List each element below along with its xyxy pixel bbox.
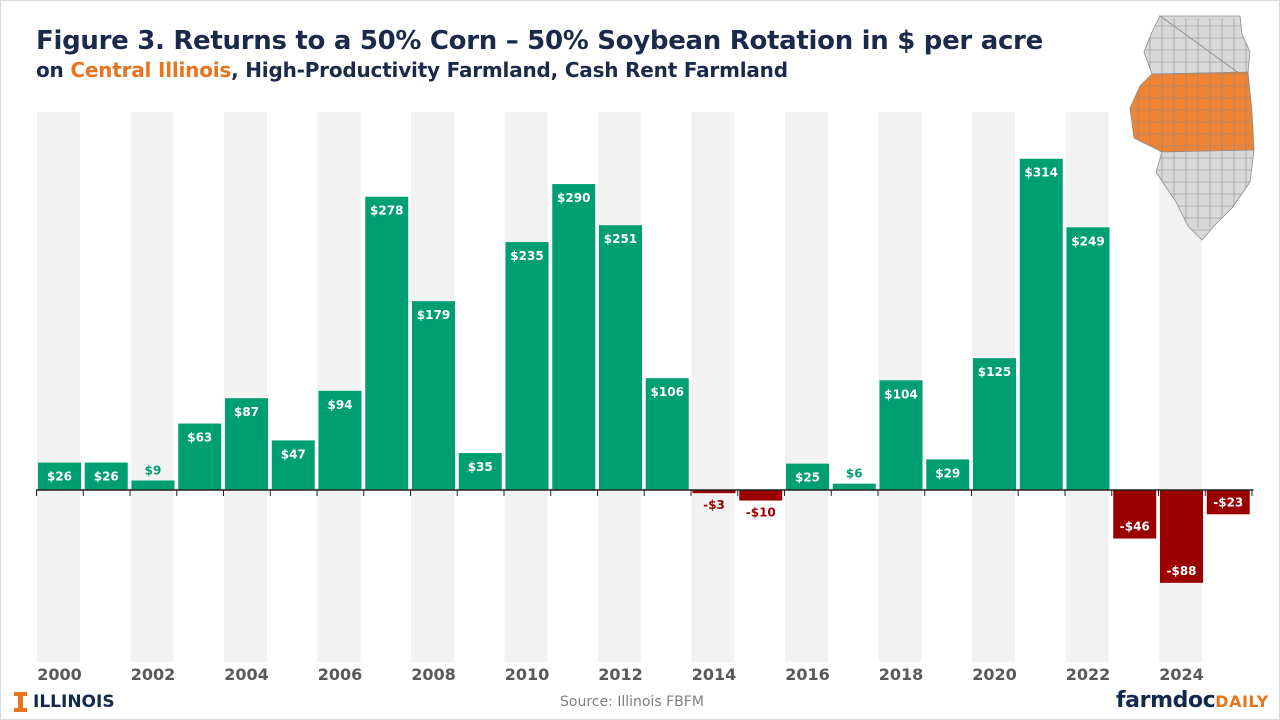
illinois-logo-text: ILLINOIS — [33, 692, 115, 712]
data-label-2011: $290 — [557, 191, 590, 205]
chart-subtitle: on Central Illinois, High-Productivity F… — [36, 58, 788, 82]
data-label-2018: $104 — [884, 387, 917, 401]
data-label-2006: $94 — [327, 398, 352, 412]
bar-2021 — [1019, 158, 1063, 491]
x-tick-label-2016: 2016 — [785, 665, 830, 684]
brand-accent: DAILY — [1215, 692, 1269, 711]
bar-2013 — [645, 378, 689, 490]
data-label-2020: $125 — [978, 365, 1011, 379]
data-label-2004: $87 — [234, 405, 259, 419]
bar-2007 — [365, 196, 409, 490]
data-label-2022: $249 — [1071, 234, 1104, 248]
data-label-2023: -$46 — [1120, 520, 1150, 534]
data-label-2002: $9 — [145, 464, 162, 478]
data-label-2025: -$23 — [1213, 495, 1243, 509]
bar-2020 — [973, 358, 1016, 490]
background-band — [130, 112, 174, 662]
x-tick-label-2002: 2002 — [131, 665, 176, 684]
data-label-2019: $29 — [935, 466, 960, 480]
x-tick-label-2004: 2004 — [224, 665, 269, 684]
chart-title: Figure 3. Returns to a 50% Corn – 50% So… — [36, 26, 1043, 56]
background-band — [785, 112, 828, 662]
data-label-2005: $47 — [281, 447, 306, 461]
x-tick-label-2000: 2000 — [37, 665, 82, 684]
data-label-2001: $26 — [94, 470, 119, 484]
farmdoc-daily-logo: farmdocDAILY — [1116, 688, 1269, 713]
x-tick-label-2020: 2020 — [972, 665, 1017, 684]
bar-2004 — [225, 398, 268, 490]
bar-2019 — [926, 459, 970, 490]
bar-2025 — [1206, 490, 1250, 515]
background-band — [37, 112, 80, 662]
bar-2003 — [178, 423, 222, 490]
background-band — [317, 112, 361, 662]
bar-2011 — [552, 184, 596, 491]
data-label-2021: $314 — [1025, 166, 1058, 180]
x-tick-label-2012: 2012 — [598, 665, 643, 684]
bar-2023 — [1113, 490, 1157, 539]
background-band — [691, 112, 735, 662]
source-note: Source: Illinois FBFM — [560, 694, 704, 710]
bar-2024 — [1160, 490, 1203, 583]
bar-2008 — [412, 301, 455, 490]
bar-2022 — [1066, 227, 1110, 490]
data-label-2003: $63 — [187, 431, 212, 445]
bar-2017 — [832, 483, 876, 490]
illinois-county-map-icon — [1129, 15, 1255, 241]
data-label-2024: -$88 — [1166, 564, 1196, 578]
bar-2000 — [38, 462, 81, 490]
bar-2010 — [505, 242, 549, 490]
bar-2001 — [84, 462, 128, 490]
data-label-2012: $251 — [604, 232, 637, 246]
x-tick-label-2014: 2014 — [692, 665, 737, 684]
data-label-2017: $6 — [846, 467, 863, 481]
subtitle-prefix: on — [36, 58, 71, 82]
brand-main: farmdoc — [1116, 688, 1216, 713]
bar-2014 — [692, 490, 736, 494]
bar-2009 — [458, 453, 502, 490]
bar-2006 — [318, 390, 362, 490]
data-label-2014: -$3 — [703, 498, 725, 512]
bar-2005 — [271, 440, 315, 490]
data-label-2008: $179 — [417, 308, 450, 322]
bar-2016 — [786, 463, 829, 490]
x-tick-label-2006: 2006 — [318, 665, 363, 684]
x-tick-label-2024: 2024 — [1159, 665, 1204, 684]
block-i-icon — [14, 692, 27, 712]
data-label-2000: $26 — [47, 470, 72, 484]
data-label-2009: $35 — [468, 460, 493, 474]
data-label-2016: $25 — [795, 471, 820, 485]
x-tick-label-2022: 2022 — [1066, 665, 1111, 684]
data-label-2007: $278 — [370, 204, 403, 218]
data-label-2010: $235 — [510, 249, 543, 263]
data-label-2013: $106 — [651, 385, 684, 399]
x-tick-label-2018: 2018 — [879, 665, 924, 684]
background-band — [224, 112, 267, 662]
bar-2012 — [599, 225, 642, 490]
x-tick-label-2008: 2008 — [411, 665, 456, 684]
illinois-logo: ILLINOIS — [14, 692, 115, 712]
subtitle-suffix: , High-Productivity Farmland, Cash Rent … — [231, 58, 788, 82]
bar-2015 — [739, 490, 783, 501]
x-tick-label-2010: 2010 — [505, 665, 550, 684]
bar-2002 — [131, 480, 175, 490]
data-label-2015: -$10 — [746, 506, 776, 520]
bar-2018 — [879, 380, 923, 490]
subtitle-region: Central Illinois — [70, 58, 232, 82]
